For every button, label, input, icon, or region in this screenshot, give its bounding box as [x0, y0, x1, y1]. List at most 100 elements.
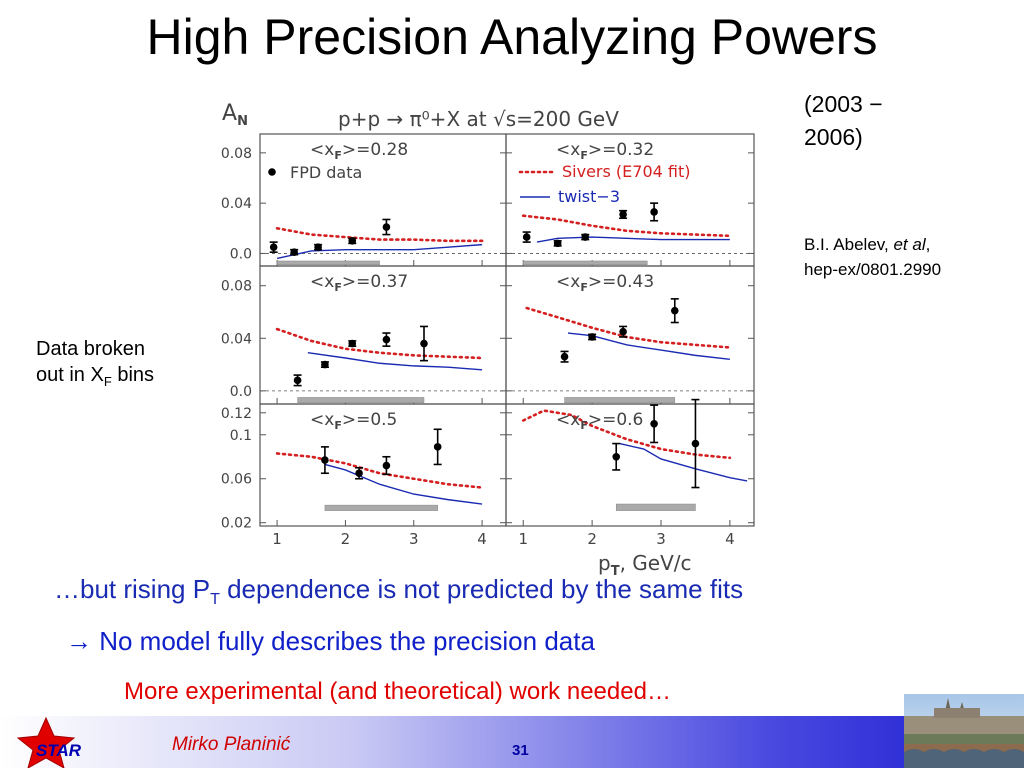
sivers-curve: [275, 452, 484, 489]
legend-data-label: FPD data: [290, 163, 362, 182]
rising-pt-statement: …but rising PT dependence is not predict…: [54, 574, 743, 609]
sivers-curve: [521, 214, 732, 238]
reference-arxiv: hep-ex/0801.2990: [804, 260, 942, 279]
y-tick-label: 0.02: [221, 516, 252, 532]
data-point: [612, 452, 621, 461]
y-tick-label: 0.0: [230, 246, 252, 262]
twist3-curve: [276, 243, 483, 260]
year-range: (2003 − 2006): [804, 91, 883, 150]
panel-label: <xF>=0.6: [556, 410, 643, 432]
data-point: [382, 461, 391, 470]
prague-photo: [904, 694, 1024, 768]
data-point: [348, 339, 357, 348]
data-point: [650, 419, 658, 428]
data-point: [522, 233, 531, 241]
more-work-statement: More experimental (and theoretical) work…: [124, 678, 671, 705]
systematic-band: [276, 260, 380, 265]
no-model-statement: → No model fully describes the precision…: [66, 626, 595, 656]
data-point: [348, 237, 357, 245]
data-point: [314, 243, 322, 251]
page-number: 31: [512, 742, 529, 759]
systematic-band: [297, 397, 425, 403]
legend-twist3-label: twist−3: [558, 187, 620, 206]
side-note-sub: F: [103, 374, 112, 389]
panel-5: <xF>=0.6: [505, 398, 755, 527]
x-tick-label: 1: [518, 530, 528, 548]
twist3-curve: [307, 352, 483, 371]
panel-4: 0.02 0.06 0.1 0.12 <xF>=0.5: [221, 403, 507, 532]
slide-title: High Precision Analyzing Powers: [146, 9, 878, 65]
y-tick-label: 0.1: [230, 428, 252, 444]
y-tick-label: 0.08: [221, 146, 252, 162]
sivers-curve: [275, 327, 484, 360]
data-point: [355, 469, 363, 478]
y-tick-label: 0.06: [221, 472, 252, 488]
panel-frame: [505, 403, 755, 527]
line1-sub: T: [210, 591, 220, 609]
line1-pre: …but rising P: [54, 574, 211, 604]
systematic-band: [615, 503, 696, 511]
twist3-curve: [324, 463, 483, 505]
x-tick-label: 4: [725, 530, 735, 548]
side-note: Data broken out in XF bins: [36, 336, 176, 395]
x-tick-label: 2: [341, 530, 351, 548]
panel-label: <xF>=0.28: [310, 140, 408, 162]
sivers-curve: [275, 226, 484, 243]
analyzing-power-figure: AN p+p → π⁰+X at √s=200 GeV 0.00.040.08 <…: [221, 101, 755, 576]
footer-bar: [0, 716, 1024, 768]
systematic-band: [324, 504, 438, 511]
data-point: [321, 360, 329, 369]
systematic-band: [522, 260, 648, 265]
legend-sivers-label: Sivers (E704 fit): [562, 162, 690, 181]
data-point: [269, 243, 278, 251]
panel-3: <xF>=0.43: [505, 265, 755, 405]
systematic-band: [564, 397, 676, 403]
reference-comma: ,: [925, 235, 931, 254]
data-point: [321, 456, 329, 464]
data-point: [290, 248, 298, 256]
star-logo-star-icon: [16, 716, 76, 768]
data-point: [560, 352, 569, 361]
x-tick-label: 2: [587, 530, 597, 548]
x-tick-label: 3: [409, 530, 419, 548]
y-tick-label: 0.0: [230, 384, 252, 400]
data-point: [581, 233, 590, 241]
reference-author: B.I. Abelev,: [804, 235, 894, 254]
twist3-curve: [536, 236, 730, 243]
data-point: [382, 223, 391, 231]
line1-post: dependence is not predicted by the same …: [219, 574, 744, 604]
legend-data-marker: [268, 168, 276, 176]
data-point: [588, 333, 596, 341]
data-point: [433, 443, 442, 451]
data-point: [650, 208, 658, 216]
y-tick-label: 0.04: [221, 196, 252, 212]
panel-2: 0.0 0.04 0.08 <xF>=0.37: [221, 265, 507, 405]
panel-label: <xF>=0.37: [310, 272, 408, 294]
reference-citation: B.I. Abelev, et al, hep-ex/0801.2990: [804, 232, 1014, 282]
side-note-text: Data broken out in X: [36, 338, 145, 386]
author-name: Mirko Planinić: [172, 734, 291, 755]
panel-label: <xF>=0.43: [556, 272, 654, 294]
data-point: [420, 339, 428, 348]
data-point: [382, 335, 391, 344]
data-point: [553, 239, 562, 248]
y-tick-label: 0.08: [221, 279, 252, 295]
chart-xlabel: pT, GeV/c: [598, 551, 692, 576]
twist3-curve: [567, 332, 730, 361]
data-point: [670, 306, 679, 315]
chart-title: p+p → π⁰+X at √s=200 GeV: [338, 107, 619, 131]
twist3-curve: [619, 442, 748, 482]
panel-label: <xF>=0.5: [310, 410, 397, 432]
chart-ylabel: AN: [222, 101, 248, 129]
y-tick-label: 0.04: [221, 331, 252, 347]
data-point: [691, 439, 700, 448]
panel-label: <xF>=0.32: [556, 140, 654, 162]
x-tick-label: 3: [656, 530, 666, 548]
y-tick-label: 0.12: [221, 406, 252, 422]
sivers-curve: [525, 306, 732, 349]
side-note-tail: bins: [111, 364, 155, 386]
data-point: [619, 210, 627, 219]
x-tick-label: 4: [477, 530, 487, 548]
